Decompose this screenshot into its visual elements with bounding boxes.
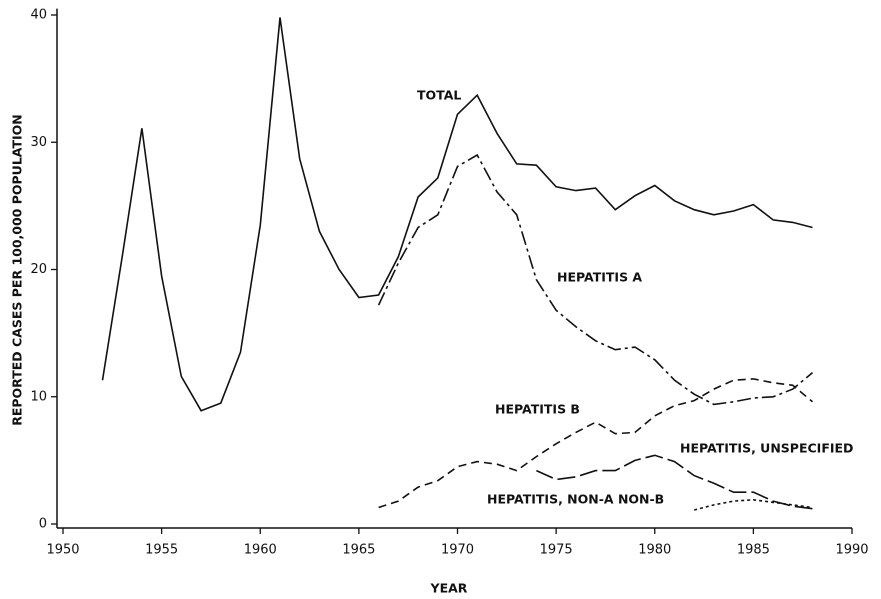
y-axis-label: REPORTED CASES PER 100,000 POPULATION xyxy=(10,114,25,426)
x-tick-label: 1960 xyxy=(244,543,277,558)
series-line xyxy=(101,17,813,412)
x-tick-label: 1985 xyxy=(737,543,770,558)
y-tick-label: 10 xyxy=(30,389,47,404)
x-tick-label: 1970 xyxy=(441,543,474,558)
series-line xyxy=(536,454,813,510)
series-label: TOTAL xyxy=(417,88,461,103)
x-tick-label: 1975 xyxy=(540,543,573,558)
y-tick-label: 30 xyxy=(30,135,47,150)
y-tick-label: 0 xyxy=(39,517,47,532)
series-label: HEPATITIS B xyxy=(495,402,580,417)
series-line xyxy=(377,153,814,406)
x-axis-label: YEAR xyxy=(430,581,468,596)
series-label: HEPATITIS, UNSPECIFIED xyxy=(680,441,853,456)
series-line xyxy=(693,498,813,511)
series-line xyxy=(378,378,814,509)
series-label: HEPATITIS, NON-A NON-B xyxy=(487,492,664,507)
y-tick-label: 40 xyxy=(30,8,47,23)
x-tick-label: 1955 xyxy=(145,543,178,558)
series-label: HEPATITIS A xyxy=(557,270,642,285)
x-tick-label: 1965 xyxy=(342,543,375,558)
x-tick-label: 1980 xyxy=(638,543,671,558)
y-tick-label: 20 xyxy=(30,262,47,277)
x-tick-label: 1950 xyxy=(46,543,79,558)
x-tick-label: 1990 xyxy=(835,543,868,558)
